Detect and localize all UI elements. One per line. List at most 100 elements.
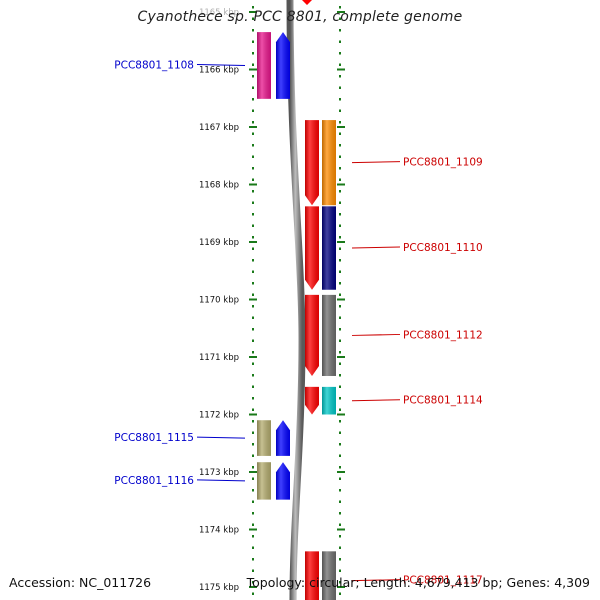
gene-labels: PCC8801_1108 PCC8801_1109 PCC8801_1110 PCC8… — [114, 59, 483, 586]
tick-label: 1172 kbp — [199, 411, 239, 421]
ruler-dot — [252, 546, 254, 549]
ruler-dot — [339, 523, 341, 526]
ruler-dot — [252, 489, 254, 492]
ruler-dot — [339, 397, 341, 400]
ruler-dot — [252, 178, 254, 181]
gene-cog-shade — [257, 420, 271, 456]
ruler-dot — [252, 351, 254, 354]
ruler-dot — [252, 569, 254, 572]
ruler-dot — [252, 512, 254, 515]
ruler-dot — [252, 328, 254, 331]
ruler-dot — [252, 420, 254, 423]
gene-label[interactable]: PCC8801_1112 — [403, 329, 483, 341]
tick-mark-left — [249, 356, 257, 358]
tick-label: 1166 kbp — [199, 66, 239, 76]
gene-cog-shade — [322, 294, 336, 376]
ruler-dot — [339, 282, 341, 285]
tick-mark-right — [337, 11, 345, 13]
gene-label[interactable]: PCC8801_1109 — [403, 157, 483, 169]
chromosome-backbone — [286, 0, 306, 600]
gene-leader-line — [196, 479, 246, 482]
ruler-dot — [339, 52, 341, 55]
gene-strand-arrow-partial — [300, 0, 314, 5]
ruler-dot — [339, 420, 341, 423]
ruler-dot — [339, 535, 341, 538]
gene-label[interactable]: PCC8801_1115 — [114, 432, 194, 444]
ruler-dot — [339, 431, 341, 434]
tick-mark-left — [249, 586, 257, 588]
tick-label: 1169 kbp — [199, 238, 239, 248]
ruler-dot — [252, 385, 254, 388]
tick-mark-left — [249, 413, 257, 416]
tick-mark-left — [249, 241, 257, 243]
ruler-dot — [252, 75, 254, 78]
ruler-dot — [252, 213, 254, 216]
ruler-dot — [252, 52, 254, 55]
ruler-dot — [339, 63, 341, 66]
coordinate-ticks: 1165 kbp 1166 kbp 1167 kbp 1168 kbp 1169 kbp… — [199, 8, 345, 593]
ruler-dot — [339, 339, 341, 342]
ruler-dot — [339, 224, 341, 227]
ruler-dot — [252, 132, 254, 135]
ruler-dot — [252, 190, 254, 193]
ruler-dot — [252, 339, 254, 342]
ruler-dot — [339, 155, 341, 158]
gene-leader-line — [196, 436, 246, 439]
tick-mark-left — [249, 528, 257, 531]
gene-strand-shade — [276, 420, 290, 456]
ruler-dot — [339, 213, 341, 216]
ruler-dot — [339, 201, 341, 204]
ruler-dot — [339, 98, 341, 101]
ruler-dot — [252, 270, 254, 273]
ruler-dot — [339, 569, 341, 572]
ruler-dot — [252, 236, 254, 239]
gene-strand-shade — [305, 120, 319, 206]
ruler-dot — [252, 466, 254, 469]
tick-mark-right — [337, 586, 345, 588]
tick-mark-right — [337, 528, 345, 531]
gene-label[interactable]: PCC8801_1114 — [403, 395, 483, 407]
gene-label[interactable]: PCC8801_1117 — [403, 575, 483, 587]
ruler-dot — [339, 109, 341, 112]
tick-label: 1174 kbp — [199, 526, 239, 536]
ruler-dot — [339, 6, 341, 9]
ruler-dot — [339, 512, 341, 515]
ruler-dot — [339, 489, 341, 492]
gene-label[interactable]: PCC8801_1108 — [114, 59, 194, 71]
ruler-dot — [339, 17, 341, 20]
tick-label: 1170 kbp — [199, 296, 239, 306]
ruler-dot — [339, 270, 341, 273]
ruler-dot — [339, 454, 341, 457]
ruler-dot — [252, 121, 254, 124]
ruler-dot — [252, 558, 254, 561]
tick-label: 1173 kbp — [199, 468, 239, 478]
gene-cog-shade — [257, 462, 271, 500]
topology-summary: Topology: circular; Length: 4,679,413 bp… — [246, 575, 590, 590]
ruler-dot — [252, 98, 254, 101]
ruler-dot — [339, 385, 341, 388]
tick-label: 1168 kbp — [199, 181, 239, 191]
ruler-dot — [339, 316, 341, 319]
gene-track — [257, 0, 336, 600]
ruler-dot — [339, 40, 341, 43]
ruler-dot — [252, 17, 254, 20]
gene-label[interactable]: PCC8801_1116 — [114, 475, 194, 487]
ruler-dot — [339, 351, 341, 354]
ruler-dot — [252, 523, 254, 526]
accession-label: Accession: NC_011726 — [9, 575, 152, 590]
gene-leader-line — [351, 579, 401, 582]
ruler-dot — [252, 259, 254, 262]
ruler-dot — [339, 190, 341, 193]
ruler-dot — [252, 581, 254, 584]
tick-label: 1175 kbp — [199, 583, 239, 593]
coordinate-ruler-right — [339, 6, 341, 595]
tick-mark-right — [337, 356, 345, 358]
gene-strand-shade — [276, 462, 290, 500]
gene-label[interactable]: PCC8801_1110 — [403, 242, 483, 254]
ruler-dot — [252, 63, 254, 66]
gene-strand-shade — [305, 294, 319, 376]
ruler-dot — [252, 224, 254, 227]
ruler-dot — [339, 477, 341, 480]
tick-mark-left — [249, 11, 257, 13]
tick-label: 1171 kbp — [199, 353, 239, 363]
